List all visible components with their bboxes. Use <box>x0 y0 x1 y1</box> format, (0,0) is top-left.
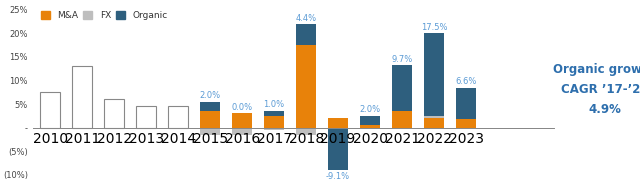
Bar <box>264 116 284 128</box>
Bar <box>456 128 476 129</box>
Bar <box>392 65 412 111</box>
Bar <box>232 113 252 128</box>
Bar <box>136 106 156 128</box>
Bar <box>360 128 380 129</box>
Bar <box>40 92 60 128</box>
Text: -9.1%: -9.1% <box>326 172 350 181</box>
Text: 0.0%: 0.0% <box>232 103 253 112</box>
Bar <box>360 125 380 128</box>
Bar <box>360 116 380 125</box>
Text: 9.7%: 9.7% <box>392 54 413 64</box>
Bar <box>296 24 316 45</box>
Bar <box>200 102 220 111</box>
Bar <box>328 128 348 170</box>
Text: 6.6%: 6.6% <box>456 77 477 86</box>
Bar <box>392 128 412 129</box>
Bar <box>264 111 284 116</box>
Bar <box>456 119 476 128</box>
Bar <box>72 66 92 128</box>
Text: 4.4%: 4.4% <box>296 14 317 23</box>
Bar <box>200 111 220 128</box>
Text: 1.0%: 1.0% <box>264 100 285 109</box>
Bar <box>424 116 444 118</box>
Bar <box>168 106 188 128</box>
Bar <box>456 88 476 119</box>
Bar <box>104 99 124 128</box>
Bar <box>264 128 284 130</box>
Bar <box>328 118 348 128</box>
Bar <box>296 128 316 135</box>
Bar <box>424 118 444 128</box>
Bar <box>296 45 316 128</box>
Text: 2.0%: 2.0% <box>200 91 221 100</box>
Bar <box>232 128 252 135</box>
Bar <box>424 33 444 116</box>
Text: 2.0%: 2.0% <box>360 105 381 114</box>
Bar <box>392 111 412 128</box>
Legend: M&A, FX, Organic: M&A, FX, Organic <box>37 7 172 23</box>
Text: 17.5%: 17.5% <box>421 23 447 31</box>
Bar <box>200 128 220 135</box>
Text: Organic growth
CAGR ’17-’23
4.9%: Organic growth CAGR ’17-’23 4.9% <box>554 63 640 116</box>
